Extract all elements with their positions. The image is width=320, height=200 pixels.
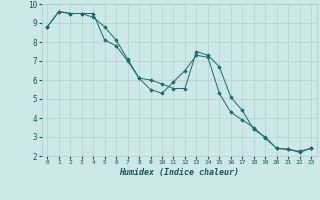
X-axis label: Humidex (Indice chaleur): Humidex (Indice chaleur) — [119, 168, 239, 177]
